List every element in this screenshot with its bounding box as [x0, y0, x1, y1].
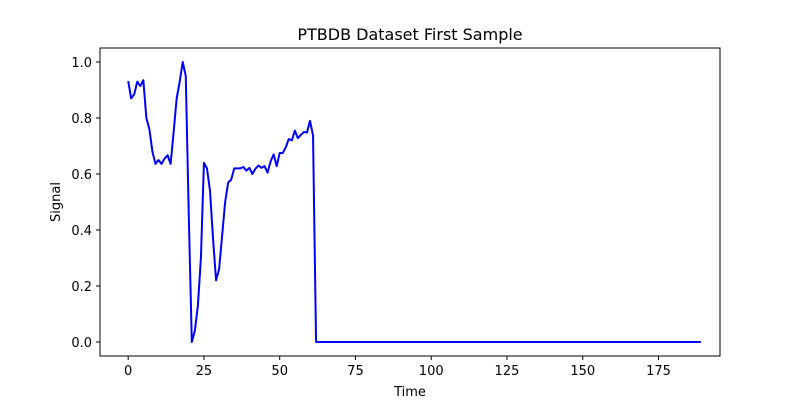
x-tick-label: 75	[347, 364, 364, 379]
y-tick-label: 1.0	[71, 56, 92, 71]
x-tick-label: 175	[646, 364, 671, 379]
x-tick-label: 125	[495, 364, 520, 379]
x-axis-ticks: 0 25 50 75 100 125 150 175	[124, 356, 671, 379]
y-axis-ticks: 0.0 0.2 0.4 0.6 0.8 1.0	[71, 56, 100, 351]
x-tick-label: 150	[570, 364, 595, 379]
y-tick-label: 0.8	[71, 112, 92, 127]
y-tick-label: 0.2	[71, 280, 92, 295]
y-tick-label: 0.0	[71, 336, 92, 351]
signal-line	[127, 61, 701, 343]
y-tick-label: 0.6	[71, 168, 92, 183]
y-axis-label: Signal	[49, 182, 64, 222]
series-layer	[127, 61, 701, 343]
x-tick-label: 50	[271, 364, 288, 379]
x-tick-label: 25	[196, 364, 213, 379]
x-axis-label: Time	[393, 385, 426, 400]
y-tick-label: 0.4	[71, 224, 92, 239]
x-tick-label: 100	[419, 364, 444, 379]
chart-title: PTBDB Dataset First Sample	[297, 25, 522, 44]
plot-area-frame	[99, 47, 721, 357]
x-tick-label: 0	[124, 364, 132, 379]
